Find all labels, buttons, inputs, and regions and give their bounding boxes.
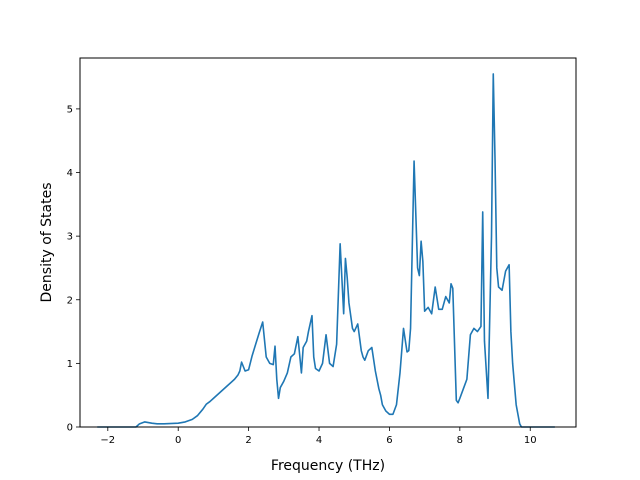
y-tick-label: 0 xyxy=(67,423,73,434)
x-tick-label: −2 xyxy=(100,435,115,446)
x-axis-label: Frequency (THz) xyxy=(271,458,385,474)
plot-area xyxy=(97,73,555,428)
y-tick-label: 3 xyxy=(67,232,73,243)
x-tick-label: 6 xyxy=(386,435,392,446)
y-tick-label: 2 xyxy=(67,295,73,306)
x-tick-label: 8 xyxy=(457,435,463,446)
x-tick-label: 4 xyxy=(316,435,322,446)
y-tick-label: 4 xyxy=(67,168,73,179)
x-axis-ticks: −2 0 2 4 6 8 10 xyxy=(100,427,537,446)
y-tick-label: 5 xyxy=(67,104,73,115)
y-tick-label: 1 xyxy=(67,359,73,370)
x-tick-label: 0 xyxy=(175,435,181,446)
x-tick-label: 2 xyxy=(245,435,251,446)
axes-frame xyxy=(79,57,577,428)
y-axis-label: Density of States xyxy=(39,183,55,303)
y-axis-ticks: 0 1 2 3 4 5 xyxy=(67,104,80,434)
x-tick-label: 10 xyxy=(524,435,537,446)
dos-series-line xyxy=(97,73,555,428)
